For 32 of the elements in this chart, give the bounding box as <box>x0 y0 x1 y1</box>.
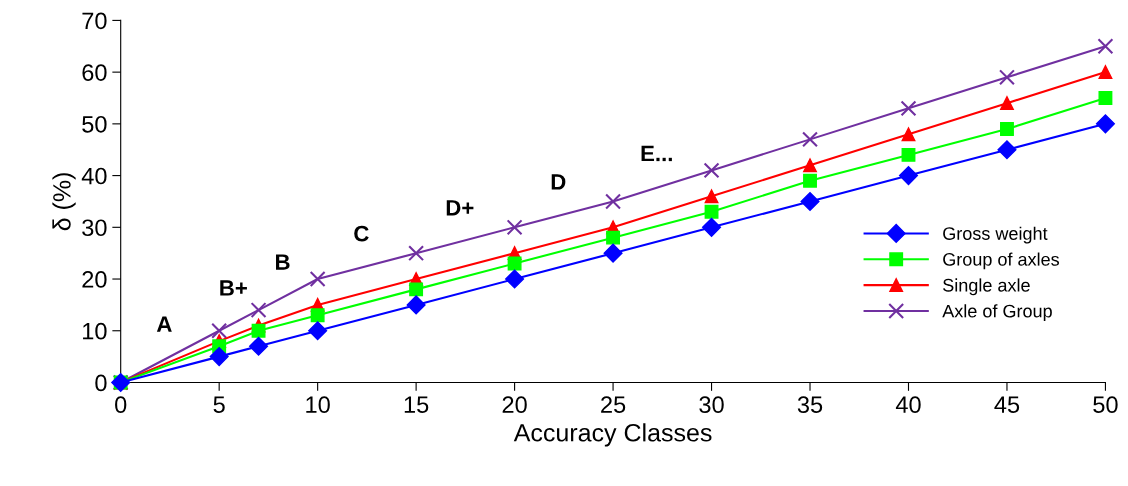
y-tick-label: 30 <box>82 219 107 237</box>
y-tick-label: 70 <box>82 12 107 30</box>
x-tick-label: 45 <box>994 396 1020 414</box>
y-tick-label: 10 <box>83 322 107 340</box>
x-tick-label: 40 <box>895 396 921 414</box>
x-tick-label: 50 <box>1093 396 1118 414</box>
y-tick-label: 50 <box>82 115 107 133</box>
x-tick-label: 15 <box>404 396 429 414</box>
y-tick-label: 60 <box>82 64 107 81</box>
legend-label: Gross weight <box>943 226 1048 244</box>
x-tick-label: 10 <box>306 396 330 414</box>
y-axis-title: δ (%) <box>52 173 76 231</box>
legend-label: Axle of Group <box>942 304 1052 322</box>
x-tick-label: 20 <box>502 396 527 414</box>
annotation: E... <box>641 145 672 162</box>
y-tick-label: 0 <box>95 374 107 392</box>
annotation: B+ <box>220 280 247 296</box>
y-tick-label: 20 <box>82 271 107 288</box>
x-tick-label: 35 <box>797 396 823 414</box>
x-tick-label: 5 <box>213 396 225 414</box>
annotation: C <box>354 225 369 242</box>
x-axis-title: Accuracy Classes <box>513 423 712 447</box>
annotation: A <box>156 316 172 332</box>
annotation: B <box>276 254 290 270</box>
legend-label: Group of axles <box>943 252 1059 270</box>
x-tick-label: 30 <box>699 396 724 414</box>
legend-label: Single axle <box>943 278 1030 296</box>
x-tick-label: 0 <box>115 396 127 414</box>
annotation: D+ <box>446 200 474 216</box>
x-tick-label: 25 <box>601 396 626 414</box>
annotation: D <box>551 174 566 190</box>
y-tick-label: 40 <box>81 167 107 185</box>
